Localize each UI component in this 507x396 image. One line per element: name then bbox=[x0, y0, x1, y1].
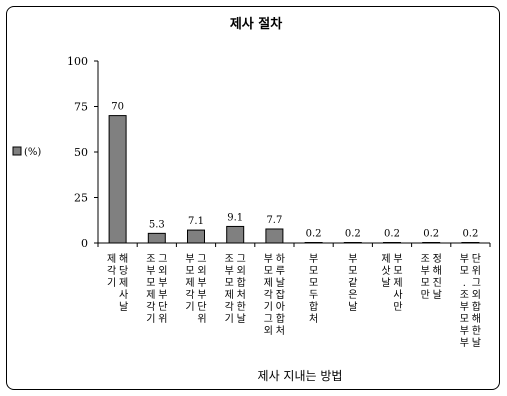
data-label: 70 bbox=[111, 102, 124, 113]
legend-swatch bbox=[12, 146, 22, 156]
legend: (%) bbox=[12, 146, 41, 158]
category-label: 단 위 그 외 합 해 한 날부 모. 조 부 모 부 부 bbox=[460, 253, 481, 349]
category-label: 그 외 합 처 한 날조 부 모 제 각 기 bbox=[225, 254, 246, 325]
data-label: 0.2 bbox=[384, 229, 400, 240]
y-tick-label: 50 bbox=[74, 146, 88, 159]
data-label: 0.2 bbox=[423, 229, 439, 240]
category-label: 부 모 제 사 만제 삿 날 bbox=[381, 253, 402, 313]
bar bbox=[147, 232, 166, 244]
y-tick-label: 75 bbox=[74, 101, 88, 114]
data-label: 0.2 bbox=[462, 229, 478, 240]
value-labels: 70 5.3 7.1 9.1 7.7 0.2 0.2 0.2 0.2 0.2 bbox=[111, 102, 478, 240]
category-label: 그 외 부 부 단 위조 부 모 제 각 기 bbox=[146, 254, 167, 325]
category-label: 해 당 제 사 날제 각 기 bbox=[107, 252, 128, 313]
y-axis: 0 25 50 75 100 bbox=[67, 55, 99, 250]
y-tick-label: 0 bbox=[81, 237, 88, 250]
data-label: 9.1 bbox=[227, 212, 243, 223]
data-label: 5.3 bbox=[149, 219, 165, 230]
category-label: 하 루 날 잡 아 합 처부 모 제 각 기 그 외 bbox=[264, 252, 285, 337]
bars bbox=[108, 115, 480, 244]
bar bbox=[187, 229, 205, 244]
data-label: 7.7 bbox=[266, 215, 282, 226]
category-labels: 해 당 제 사 날제 각 기 그 외 부 부 단 위조 부 모 제 각 기 그 외 부 부 단 위부 모 제 각 기 그 외 합 처 한 날조 부 모… bbox=[107, 252, 481, 349]
data-label: 0.2 bbox=[345, 229, 361, 240]
bar bbox=[226, 225, 245, 244]
chart-title: 제사 절차 bbox=[230, 16, 282, 32]
y-tick-label: 25 bbox=[74, 192, 88, 205]
bar bbox=[265, 228, 284, 244]
bar bbox=[108, 115, 127, 244]
chart-frame bbox=[6, 6, 500, 390]
data-label: 0.2 bbox=[306, 229, 322, 240]
x-axis-title: 제사 지내는 방법 bbox=[258, 369, 343, 383]
legend-label: (%) bbox=[24, 147, 41, 158]
category-label: 그 외 부 부 단 위부 모 제 각 기 bbox=[185, 254, 206, 325]
data-label: 7.1 bbox=[188, 216, 204, 227]
x-axis bbox=[97, 242, 491, 247]
y-tick-label: 100 bbox=[67, 55, 88, 68]
category-label: 정 해 진 날조 부 모 만 bbox=[421, 253, 442, 301]
